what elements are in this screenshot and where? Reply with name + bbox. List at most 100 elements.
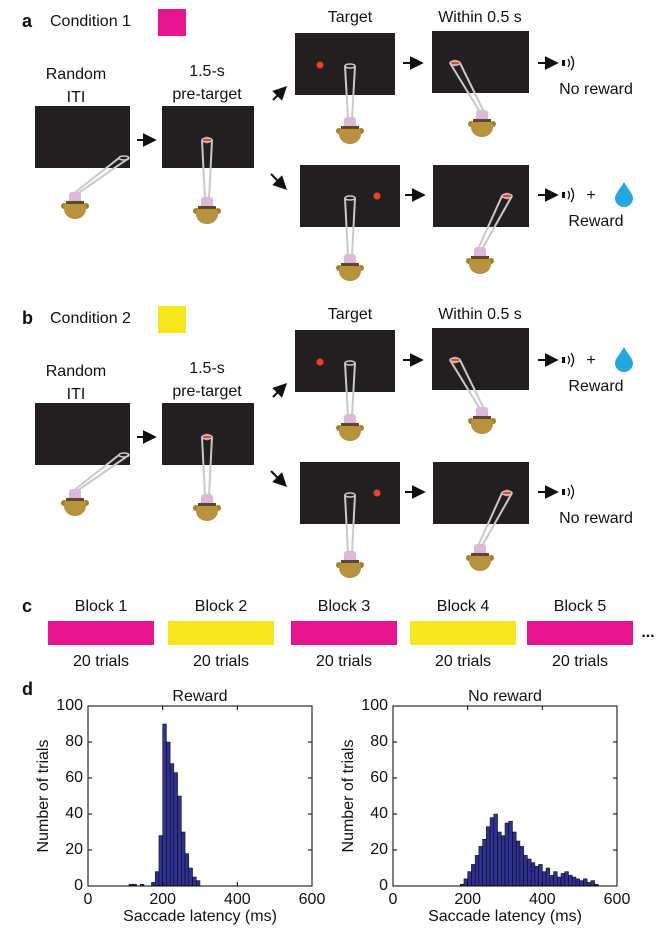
- histogram-bar: [509, 821, 513, 886]
- x-tick-label: 200: [454, 891, 481, 908]
- histogram-bar: [542, 872, 546, 886]
- block-bar: [291, 621, 397, 645]
- y-tick-label: 20: [65, 841, 83, 858]
- x-axis-label: Saccade latency (ms): [123, 908, 277, 925]
- headpost: [69, 192, 81, 202]
- panel-label: c: [22, 596, 32, 616]
- arrow: [273, 385, 285, 397]
- label: ITI: [67, 89, 86, 106]
- headpost: [474, 544, 486, 554]
- target-dot: [374, 490, 381, 497]
- histogram-bar: [196, 881, 200, 886]
- histogram-bar: [494, 814, 498, 886]
- condition-swatch: [158, 9, 186, 36]
- y-tick-label: 60: [65, 769, 83, 786]
- histogram-bar: [166, 742, 170, 886]
- outcome-label: No reward: [559, 510, 633, 527]
- y-tick-label: 80: [65, 733, 83, 750]
- histogram-bar: [550, 875, 554, 886]
- label: ITI: [67, 386, 86, 403]
- histogram-bar: [490, 818, 494, 886]
- x-tick-label: 600: [299, 891, 326, 908]
- x-tick-label: 200: [149, 891, 176, 908]
- target-dot: [317, 62, 324, 69]
- arrow: [271, 174, 285, 188]
- page: { "panel_a": { "label": "a", "condition"…: [0, 0, 658, 934]
- headpost: [201, 197, 213, 207]
- histogram-bar: [535, 866, 539, 886]
- condition-label: Condition 1: [50, 13, 131, 30]
- x-tick-label: 400: [224, 891, 251, 908]
- headpost: [344, 254, 356, 264]
- y-tick-label: 80: [370, 733, 388, 750]
- block-name: Block 2: [195, 598, 248, 615]
- histogram-bar: [464, 879, 468, 886]
- head-band: [341, 126, 359, 129]
- sound-wave: [571, 56, 574, 70]
- headpost: [344, 551, 356, 561]
- block-bar: [410, 621, 516, 645]
- y-tick-label: 20: [370, 841, 388, 858]
- x-tick-label: 600: [604, 891, 631, 908]
- chart-title: Reward: [172, 688, 227, 705]
- speaker: [562, 489, 565, 495]
- histogram-bar: [557, 877, 561, 886]
- histogram-bar: [524, 855, 528, 886]
- block-name: Block 4: [437, 598, 490, 615]
- histogram-bar: [193, 877, 197, 886]
- histogram-bar: [189, 868, 193, 886]
- sound-wave: [568, 356, 570, 364]
- label: Target: [328, 9, 373, 26]
- y-axis-label: Number of trials: [340, 740, 357, 853]
- y-tick-label: 0: [74, 877, 83, 894]
- arrow: [271, 471, 285, 485]
- screen: [295, 330, 395, 392]
- histogram-bar: [174, 773, 178, 886]
- histogram-bar: [516, 841, 520, 886]
- histogram-bar: [576, 879, 580, 886]
- histogram-bar: [475, 855, 479, 886]
- sound-wave: [568, 59, 570, 67]
- block-trials: 20 trials: [435, 653, 491, 670]
- label: Random: [46, 363, 106, 380]
- label: pre-target: [172, 383, 242, 400]
- label: 1.5-s: [189, 360, 225, 377]
- screen: [433, 462, 529, 524]
- histogram-bar: [580, 881, 584, 886]
- headpost: [476, 110, 488, 120]
- panel-label: d: [22, 679, 33, 699]
- histogram-bar: [181, 832, 185, 886]
- outcome-label: No reward: [559, 81, 633, 98]
- screen: [35, 106, 130, 168]
- y-tick-label: 40: [65, 805, 83, 822]
- sound-wave: [571, 485, 574, 499]
- histogram-bar: [159, 836, 163, 886]
- histogram-bar: [591, 881, 595, 886]
- label: 1.5-s: [189, 63, 225, 80]
- histogram-bar: [505, 823, 509, 886]
- label: pre-target: [172, 86, 242, 103]
- figure: aCondition 1RandomITI1.5-spre-targetTarg…: [0, 0, 658, 934]
- block-name: Block 3: [318, 598, 371, 615]
- head-band: [198, 503, 216, 506]
- head-band: [341, 560, 359, 563]
- target-dot: [374, 193, 381, 200]
- headpost: [69, 489, 81, 499]
- histogram-bar: [163, 724, 167, 886]
- sound-wave: [571, 188, 574, 202]
- speaker: [562, 192, 565, 198]
- screen: [295, 33, 395, 95]
- head-band: [471, 256, 489, 259]
- histogram-bar: [468, 872, 472, 886]
- histogram-bar: [546, 868, 550, 886]
- headpost: [476, 407, 488, 417]
- label: Within 0.5 s: [438, 9, 522, 26]
- histogram-bar: [583, 879, 587, 886]
- screen: [35, 403, 130, 465]
- label: Within 0.5 s: [438, 306, 522, 323]
- head-band: [198, 206, 216, 209]
- label: Random: [46, 66, 106, 83]
- head-band: [66, 201, 84, 204]
- histogram-bar: [587, 882, 591, 886]
- panel-label: b: [22, 308, 33, 328]
